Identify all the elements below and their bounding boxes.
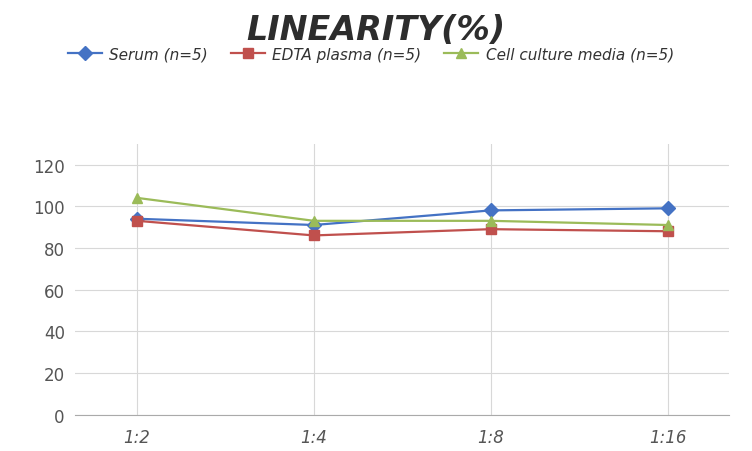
EDTA plasma (n=5) (309, 233, 318, 239)
Serum (n=5) (663, 206, 672, 212)
Cell culture media (n=5) (132, 196, 141, 201)
Serum (n=5) (309, 223, 318, 228)
Line: Cell culture media (n=5): Cell culture media (n=5) (132, 193, 672, 230)
Line: EDTA plasma (n=5): EDTA plasma (n=5) (132, 216, 672, 241)
Line: Serum (n=5): Serum (n=5) (132, 204, 672, 230)
Cell culture media (n=5) (309, 219, 318, 224)
Cell culture media (n=5) (487, 219, 496, 224)
EDTA plasma (n=5) (487, 227, 496, 232)
Serum (n=5) (132, 216, 141, 222)
Serum (n=5) (487, 208, 496, 214)
Cell culture media (n=5) (663, 223, 672, 228)
Legend: Serum (n=5), EDTA plasma (n=5), Cell culture media (n=5): Serum (n=5), EDTA plasma (n=5), Cell cul… (62, 41, 680, 69)
EDTA plasma (n=5) (132, 219, 141, 224)
Text: LINEARITY(%): LINEARITY(%) (247, 14, 505, 46)
EDTA plasma (n=5) (663, 229, 672, 235)
